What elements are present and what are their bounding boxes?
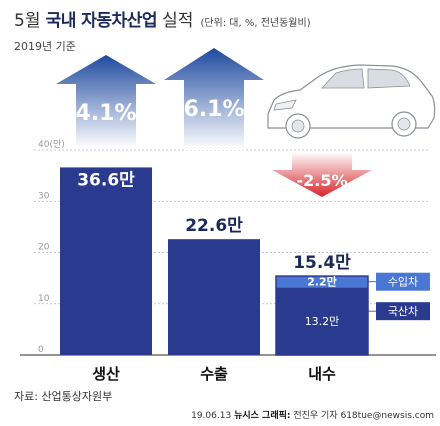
domestic-value-label: 13.2만: [305, 315, 340, 328]
subtitle: 2019년 기준: [14, 40, 76, 53]
category-label: 내수: [308, 365, 336, 383]
credit-org: 뉴시스 그래픽:: [234, 411, 291, 421]
car-window-rear: [367, 68, 411, 89]
car-headlight: [273, 99, 297, 111]
credit-date: 19.06.13: [191, 411, 232, 421]
y-tick-label: 30: [38, 191, 50, 201]
car-window: [321, 68, 365, 89]
source-note: 자료: 산업통상자원부: [14, 390, 113, 403]
credit-line: 19.06.13 뉴시스 그래픽: 전진우 기자 618tue@newsis.c…: [191, 408, 434, 421]
title-tail: 실적: [162, 11, 194, 31]
change-label: -2.5%: [296, 171, 347, 190]
credit-name: 전진우 기자 618tue@newsis.com: [293, 411, 434, 421]
page-title: 5월 국내 자동차산업 실적 (단위: 대, %, 전년동월비): [14, 6, 311, 31]
bar-outline: [275, 275, 369, 356]
bar-value-label: 22.6만: [185, 216, 243, 236]
bar-value-label: 36.6만: [77, 170, 135, 190]
import-value-label: 2.2만: [307, 275, 337, 289]
y-tick-label: 10: [38, 294, 50, 304]
y-tick-label: 20: [38, 243, 50, 253]
increase-arrow: [56, 55, 156, 148]
unit-note: (단위: 대, %, 전년동월비): [200, 18, 311, 29]
car-illustration: [267, 64, 436, 139]
bar: [168, 239, 260, 355]
change-label: 4.1%: [75, 101, 136, 126]
change-label: 6.1%: [183, 97, 244, 122]
title-month: 5월: [14, 11, 41, 31]
y-tick-label: 0: [38, 345, 44, 355]
bar-segment-domestic: [276, 287, 368, 355]
y-tick-label: 40(만): [38, 139, 65, 150]
legend-domestic-label: 국산차: [388, 305, 418, 318]
category-label: 생산: [92, 365, 120, 383]
bar: [60, 167, 152, 355]
bar-value-label: 15.4만: [293, 253, 351, 273]
bar-segment-import: [276, 276, 368, 288]
legend-import-label: 수입차: [388, 276, 418, 289]
legend-tag: [376, 272, 430, 291]
title-main: 국내 자동차산업: [45, 11, 158, 31]
increase-arrow: [164, 48, 264, 150]
legend-tag: [376, 302, 430, 321]
category-label: 수출: [200, 365, 228, 383]
decrease-arrow: [272, 152, 372, 197]
